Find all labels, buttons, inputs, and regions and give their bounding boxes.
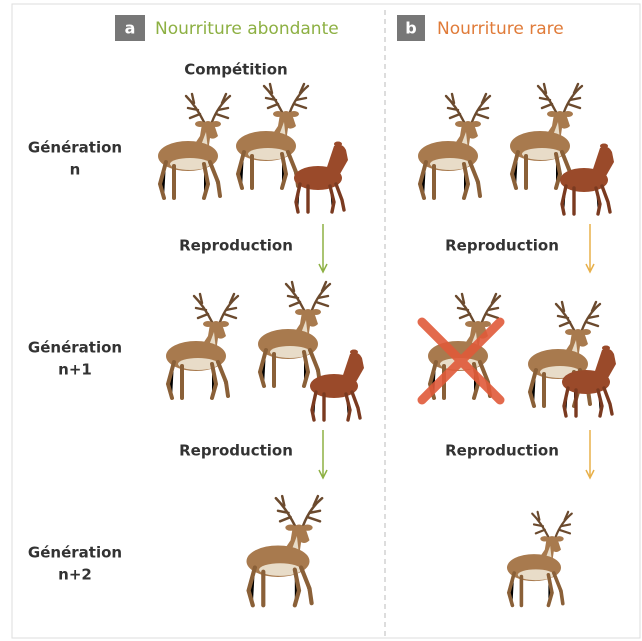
competition: Compétition [184,61,287,79]
row-label: Génération [28,544,122,562]
doe [292,139,350,214]
reproduction: Reproduction [445,237,559,255]
frame [11,3,641,639]
doe [558,141,616,216]
letter-badge [397,15,425,41]
stag [247,496,323,605]
row-label: n+2 [58,566,92,584]
panel-letter: b [405,19,416,38]
row-label: n+1 [58,361,92,379]
stag [416,92,492,200]
row-label: Génération [28,139,122,157]
panel-title: Nourriture rare [437,19,564,39]
reproduction: Reproduction [179,237,293,255]
panel-title: Nourriture abondante [155,19,339,39]
stag [505,509,574,608]
letter-badge [115,15,145,41]
arrows [318,224,595,480]
reproduction: Reproduction [445,442,559,460]
stag [164,292,240,400]
row-label: n [70,161,81,179]
row-label: Génération [28,339,122,357]
stag [156,92,232,200]
reproduction: Reproduction [179,442,293,460]
panel-letter: a [125,19,136,38]
doe [308,347,366,422]
cross [417,317,505,405]
stag [256,280,332,388]
deer-group [156,82,618,608]
